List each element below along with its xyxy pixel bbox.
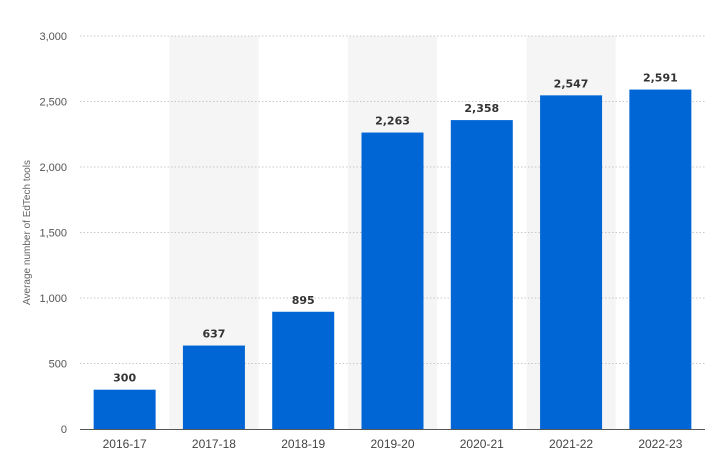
- bar: [361, 132, 424, 429]
- y-axis-ticks: 0 500 1,000 1,500 2,000 2,500 3,000: [39, 31, 67, 436]
- x-tick-label: 2016-17: [103, 437, 147, 451]
- data-label: 2,591: [643, 72, 678, 85]
- y-tick-label: 0: [61, 424, 67, 436]
- bar: [272, 311, 335, 429]
- data-label: 637: [202, 328, 225, 341]
- x-tick-label: 2021-22: [549, 437, 593, 451]
- y-tick-label: 1,000: [39, 293, 67, 305]
- data-labels: 300 637 895 2,263 2,358 2,547 2,591: [113, 72, 678, 385]
- data-label: 2,358: [464, 102, 499, 115]
- bar: [540, 95, 603, 429]
- y-tick-label: 2,000: [39, 162, 67, 174]
- x-tick-label: 2022-23: [638, 437, 682, 451]
- y-tick-label: 500: [49, 359, 67, 371]
- bar: [629, 89, 692, 429]
- bar: [93, 389, 156, 429]
- x-axis-ticks: 2016-17 2017-18 2018-19 2019-20 2020-21 2021-…: [103, 437, 683, 451]
- x-tick-label: 2017-18: [192, 437, 236, 451]
- y-tick-label: 3,000: [39, 31, 67, 43]
- data-label: 300: [113, 372, 136, 385]
- x-tick-label: 2019-20: [370, 437, 414, 451]
- bars: [93, 89, 692, 430]
- x-tick-label: 2020-21: [460, 437, 504, 451]
- bar: [450, 120, 513, 430]
- bar: [182, 345, 245, 429]
- data-label: 2,263: [375, 115, 410, 128]
- y-tick-label: 2,500: [39, 97, 67, 109]
- y-tick-label: 1,500: [39, 228, 67, 240]
- data-label: 895: [292, 294, 315, 307]
- x-tick-label: 2018-19: [281, 437, 325, 451]
- data-label: 2,547: [554, 77, 589, 90]
- y-axis-title: Average number of EdTech tools: [22, 160, 33, 305]
